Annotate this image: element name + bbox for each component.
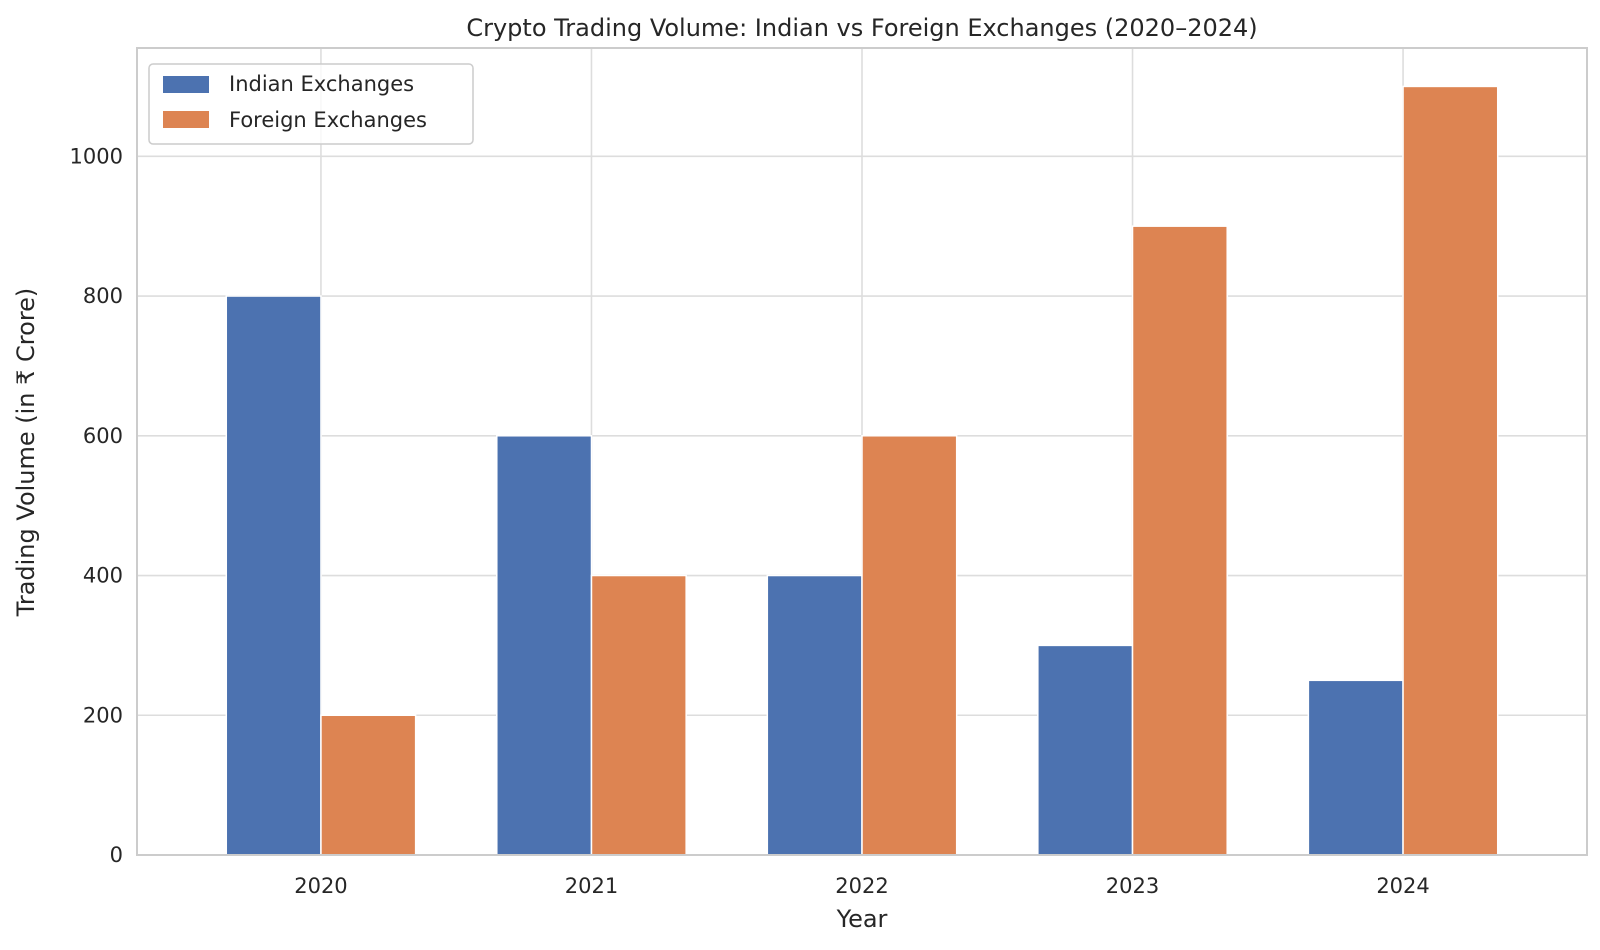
- y-tick-label: 200: [83, 703, 123, 727]
- x-tick-label: 2023: [1106, 874, 1159, 898]
- x-tick-label: 2021: [565, 874, 618, 898]
- bar-foreign-2021: [590, 574, 687, 856]
- plot-frame: [136, 47, 1588, 856]
- chart-title: Crypto Trading Volume: Indian vs Foreign…: [466, 14, 1257, 42]
- legend-swatch-foreign: [163, 111, 209, 128]
- bar-indian-2024: [1307, 679, 1404, 856]
- x-tick-label: 2020: [294, 874, 347, 898]
- legend-label-foreign: Foreign Exchanges: [229, 108, 427, 132]
- x-axis-label: Year: [836, 905, 888, 933]
- y-tick-label: 400: [83, 564, 123, 588]
- y-tick-label: 1000: [70, 144, 123, 168]
- bars: [225, 85, 1499, 856]
- y-axis-label: Trading Volume (in ₹ Crore): [12, 288, 40, 618]
- bar-indian-2020: [225, 295, 322, 856]
- x-tick-label: 2022: [835, 874, 888, 898]
- legend-box: [148, 63, 474, 145]
- bar-foreign-2023: [1131, 225, 1228, 856]
- x-tick-label: 2024: [1376, 874, 1429, 898]
- bar-indian-2022: [766, 574, 863, 856]
- x-tick-labels: 2020 2021 2022 2023 2024: [294, 874, 1430, 898]
- legend-swatch-indian: [163, 76, 209, 93]
- legend-label-indian: Indian Exchanges: [229, 72, 414, 96]
- y-tick-label: 800: [83, 284, 123, 308]
- y-tick-label: 600: [83, 424, 123, 448]
- bar-indian-2023: [1037, 644, 1134, 856]
- bar-foreign-2022: [861, 435, 958, 856]
- bar-foreign-2024: [1402, 85, 1499, 856]
- bar-foreign-2020: [320, 714, 417, 856]
- y-tick-labels: 0 200 400 600 800 1000: [70, 144, 123, 867]
- y-tick-label: 0: [110, 843, 123, 867]
- bar-indian-2021: [496, 435, 593, 856]
- legend: Indian Exchanges Foreign Exchanges: [148, 63, 474, 145]
